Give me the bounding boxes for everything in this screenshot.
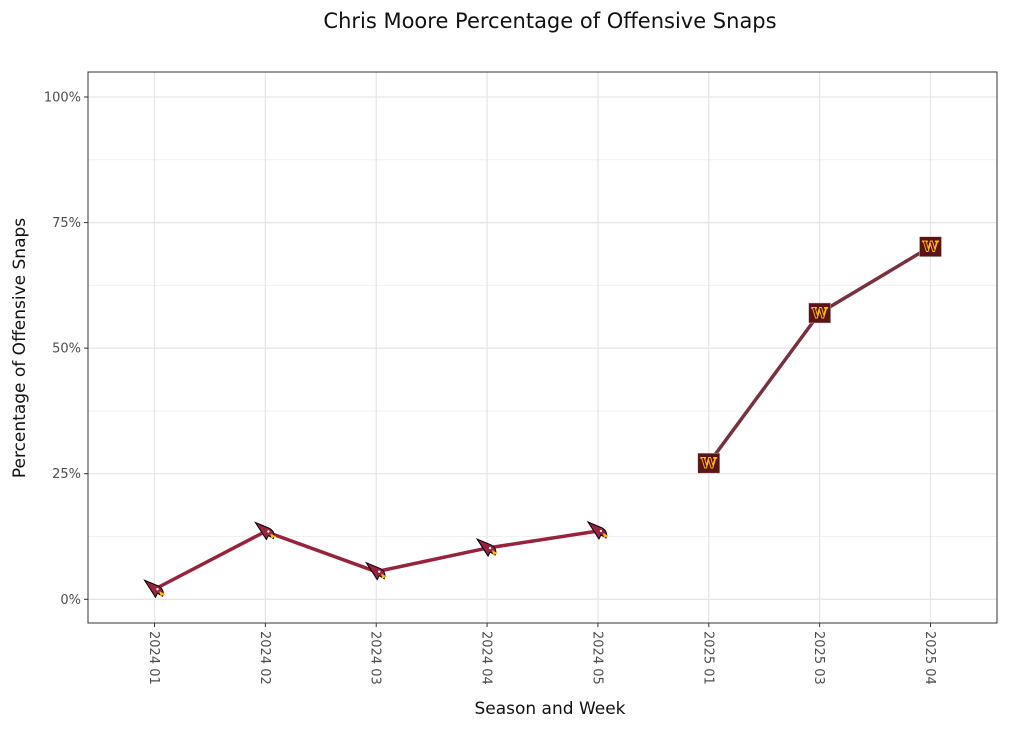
cardinal-logo-icon — [475, 537, 499, 558]
x-tick-label: 2024 05 — [589, 631, 604, 685]
cardinal-beak-shape — [381, 573, 388, 579]
cardinal-beak-shape — [270, 533, 277, 539]
cardinal-head-shape — [475, 537, 497, 558]
cardinal-head-shape — [364, 561, 386, 581]
cardinal-eye-shape — [599, 529, 603, 533]
cardinal-head-shape — [586, 520, 608, 540]
cardinal-eye-shape — [267, 530, 270, 533]
plot-panel-border — [87, 71, 998, 624]
x-tick-label: 2024 04 — [479, 631, 494, 685]
x-tick-label: 2024 02 — [257, 631, 272, 685]
cardinal-head-shape — [254, 521, 275, 541]
x-tick-label: 2025 04 — [922, 631, 937, 685]
y-tick-label: 25% — [52, 467, 81, 482]
cardinal-logo-icon — [586, 520, 609, 540]
y-tick-label: 0% — [60, 593, 81, 608]
commanders-logo-letter: W — [700, 456, 717, 472]
cardinal-beak-shape — [159, 591, 166, 597]
cardinal-beak-shape — [602, 532, 609, 538]
commanders-logo-bg — [919, 236, 942, 257]
cardinal-eye-shape — [156, 588, 159, 591]
commanders-logo-icon: W — [808, 302, 831, 324]
y-tick-label: 75% — [52, 216, 81, 231]
x-tick-label: 2024 03 — [368, 631, 383, 685]
y-tick-label: 100% — [44, 91, 81, 106]
y-axis-title: Percentage of Offensive Snaps — [10, 218, 30, 478]
x-tick-label: 2025 03 — [811, 631, 826, 685]
cardinal-beak-shape — [492, 550, 499, 556]
y-tick-label: 50% — [52, 342, 81, 357]
cardinal-logo-icon — [254, 521, 277, 541]
commanders-logo-letter: W — [811, 306, 828, 322]
commanders-logo-bg — [808, 302, 831, 324]
cardinal-eye-shape — [488, 546, 492, 550]
commanders-logo-icon: W — [919, 236, 942, 257]
commanders-logo-bg — [697, 452, 721, 474]
x-axis-title: Season and Week — [474, 699, 625, 719]
x-tick-label: 2025 01 — [700, 631, 715, 685]
commanders-logo-letter: W — [922, 240, 939, 256]
cardinal-logo-icon — [143, 579, 166, 599]
cardinal-head-shape — [143, 579, 164, 599]
commanders-logo-icon: W — [697, 452, 721, 474]
x-tick-label: 2024 01 — [146, 631, 161, 685]
cardinal-logo-icon — [364, 561, 388, 581]
chart-title: Chris Moore Percentage of Offensive Snap… — [323, 9, 776, 33]
cardinal-eye-shape — [378, 570, 381, 573]
